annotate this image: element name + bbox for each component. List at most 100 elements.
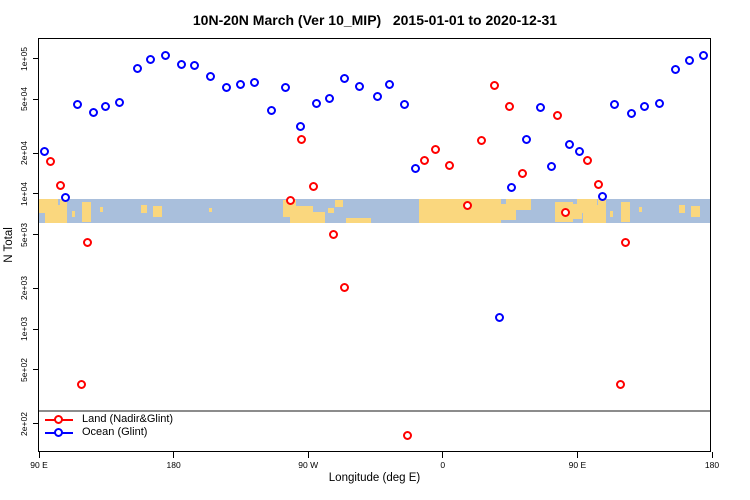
data-point-ocean — [597, 192, 607, 202]
x-tick-label: 180 — [166, 460, 181, 470]
data-point-land — [615, 380, 625, 390]
data-point-ocean — [565, 140, 575, 150]
data-point-land — [340, 283, 350, 293]
data-point-land — [517, 168, 527, 178]
data-point-ocean — [295, 121, 305, 131]
land-patch — [610, 210, 614, 217]
y-tick-label: 1e+04 — [19, 181, 29, 206]
land-patch — [638, 207, 642, 213]
x-tick-label: 90 E — [568, 460, 587, 470]
data-point-ocean — [495, 313, 505, 323]
data-point-ocean — [521, 135, 531, 145]
data-point-land — [444, 160, 454, 170]
data-point-land — [489, 81, 499, 91]
data-point-ocean — [685, 55, 695, 65]
x-tick-label: 180 — [704, 460, 720, 470]
data-point-ocean — [190, 60, 200, 70]
data-point-ocean — [410, 164, 420, 174]
data-point-ocean — [325, 93, 335, 103]
data-point-ocean — [266, 106, 276, 116]
data-point-ocean — [639, 101, 649, 111]
data-point-ocean — [312, 98, 322, 108]
data-point-ocean — [146, 55, 156, 65]
data-point-land — [463, 200, 473, 210]
data-point-ocean — [535, 103, 545, 113]
data-point-ocean — [373, 91, 383, 101]
legend-divider-line — [39, 410, 710, 413]
chart-title: 10N-20N March (Ver 10_MIP) 2015-01-01 to… — [192, 12, 558, 28]
y-tick-mark — [33, 234, 38, 236]
x-tick-mark — [711, 452, 713, 458]
ocean-series-symbol — [45, 427, 73, 438]
y-tick-label: 2e+03 — [19, 276, 29, 301]
data-point-land — [582, 156, 592, 166]
data-point-ocean — [88, 108, 98, 118]
land-patch — [691, 206, 701, 217]
y-tick-label: 2e+04 — [19, 141, 29, 166]
land-series-symbol — [45, 414, 73, 425]
y-tick-label: 5e+04 — [19, 87, 29, 112]
world-map-strip — [39, 198, 710, 223]
data-point-ocean — [610, 99, 620, 109]
data-point-ocean — [671, 65, 681, 75]
land-legend-circle-icon — [54, 414, 63, 424]
y-tick-mark — [33, 423, 38, 424]
data-point-ocean — [355, 81, 365, 91]
data-point-ocean — [507, 183, 517, 193]
data-point-ocean — [177, 59, 187, 69]
y-axis-label: N Total — [3, 227, 15, 263]
y-tick-mark — [33, 328, 38, 330]
data-point-land — [45, 156, 55, 166]
land-patch — [327, 208, 334, 214]
y-tick-mark — [33, 152, 38, 154]
land-patch — [598, 198, 606, 207]
data-point-ocean — [236, 80, 246, 90]
land-patch — [140, 204, 147, 214]
land-patch — [345, 218, 371, 223]
y-tick-label: 2e+02 — [19, 411, 29, 436]
data-point-land — [419, 155, 429, 165]
data-point-land — [83, 238, 93, 248]
data-point-ocean — [280, 83, 290, 93]
data-point-ocean — [655, 98, 665, 108]
data-point-land — [594, 180, 604, 190]
data-point-ocean — [400, 100, 410, 110]
data-point-ocean — [221, 82, 231, 92]
data-point-ocean — [699, 50, 709, 60]
x-tick-mark — [576, 452, 578, 458]
data-point-land — [560, 208, 570, 218]
y-tick-mark — [33, 98, 38, 100]
data-point-land — [552, 110, 562, 120]
land-patch — [290, 206, 313, 223]
data-point-ocean — [133, 63, 143, 73]
x-axis-label: Longitude (deg E) — [328, 472, 421, 484]
land-patch — [44, 204, 68, 223]
data-point-land — [56, 180, 66, 190]
land-patch — [335, 199, 343, 208]
data-point-ocean — [115, 98, 125, 108]
ocean-legend-circle-icon — [54, 427, 63, 437]
data-point-land — [620, 237, 630, 247]
x-tick-mark — [38, 452, 40, 458]
land-patch — [312, 212, 325, 223]
x-tick-label: 90 E — [30, 460, 48, 470]
data-point-ocean — [39, 147, 49, 157]
data-point-land — [402, 431, 412, 441]
land-patch — [82, 202, 92, 222]
land-patch — [418, 198, 502, 223]
x-tick-mark — [307, 452, 309, 458]
y-tick-label: 5e+03 — [19, 222, 29, 247]
legend-item-land: Land (Nadir&Glint) — [45, 413, 173, 426]
land-patch — [59, 198, 68, 207]
y-tick-label: 1e+05 — [19, 46, 29, 71]
land-patch — [100, 207, 104, 213]
x-tick-label: 90 W — [298, 460, 319, 470]
data-point-ocean — [340, 74, 350, 84]
land-patch — [505, 198, 532, 210]
data-point-ocean — [206, 71, 216, 81]
data-point-land — [297, 135, 307, 145]
data-point-ocean — [160, 50, 170, 60]
y-tick-label: 5e+02 — [19, 357, 29, 382]
x-tick-label: 0 — [440, 460, 446, 470]
